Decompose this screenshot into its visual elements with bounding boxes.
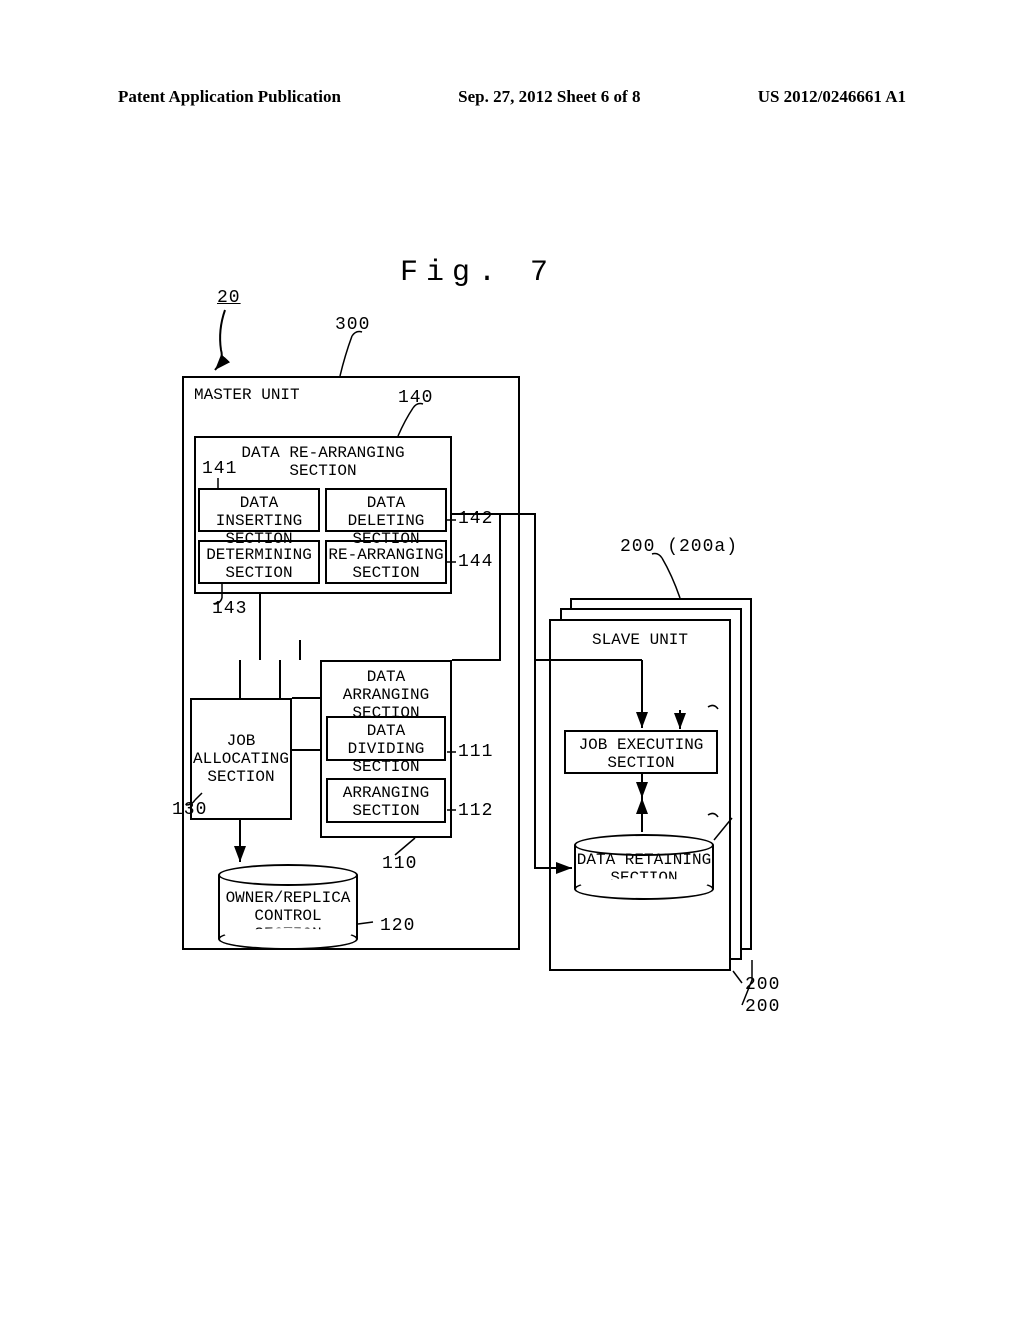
figure-title: Fig. 7	[400, 256, 556, 290]
job-allocating-box: JOB ALLOCATING SECTION	[190, 698, 292, 820]
data-deleting-box: DATA DELETING SECTION	[325, 488, 447, 532]
job-executing-box: JOB EXECUTING SECTION	[564, 730, 718, 774]
label-300: 300	[335, 315, 370, 335]
data-dividing-text: DATA DIVIDING SECTION	[328, 722, 444, 776]
data-inserting-box: DATA INSERTING SECTION	[198, 488, 320, 532]
page-header: Patent Application Publication Sep. 27, …	[118, 87, 906, 107]
job-allocating-text: JOB ALLOCATING SECTION	[192, 732, 290, 786]
data-arranging-title: DATA ARRANGING SECTION	[322, 668, 450, 722]
header-mid: Sep. 27, 2012 Sheet 6 of 8	[458, 87, 640, 107]
data-rearranging-title: DATA RE-ARRANGING SECTION	[196, 444, 450, 480]
rearranging-box: RE-ARRANGING SECTION	[325, 540, 447, 584]
data-retaining-cylinder: DATA RETAINING SECTION	[574, 845, 714, 889]
header-left: Patent Application Publication	[118, 87, 341, 107]
determining-text: DETERMINING SECTION	[200, 546, 318, 582]
master-unit-title: MASTER UNIT	[194, 386, 300, 404]
job-executing-text: JOB EXECUTING SECTION	[566, 736, 716, 772]
label-200a: 200 (200a)	[620, 537, 738, 557]
label-200-1: 200	[745, 975, 780, 995]
label-200-2: 200	[745, 997, 780, 1017]
header-right: US 2012/0246661 A1	[758, 87, 906, 107]
slave-unit-title: SLAVE UNIT	[551, 631, 729, 649]
rearranging-text: RE-ARRANGING SECTION	[327, 546, 445, 582]
arranging-text: ARRANGING SECTION	[328, 784, 444, 820]
owner-replica-text: OWNER/REPLICA CONTROL SECTION	[220, 889, 356, 943]
data-dividing-box: DATA DIVIDING SECTION	[326, 716, 446, 761]
label-20: 20	[217, 288, 241, 308]
data-retaining-text: DATA RETAINING SECTION	[576, 851, 712, 887]
owner-replica-cylinder: OWNER/REPLICA CONTROL SECTION	[218, 875, 358, 939]
slave-unit-box: SLAVE UNIT	[549, 619, 731, 971]
page: Patent Application Publication Sep. 27, …	[0, 0, 1024, 1320]
determining-box: DETERMINING SECTION	[198, 540, 320, 584]
arranging-box: ARRANGING SECTION	[326, 778, 446, 823]
